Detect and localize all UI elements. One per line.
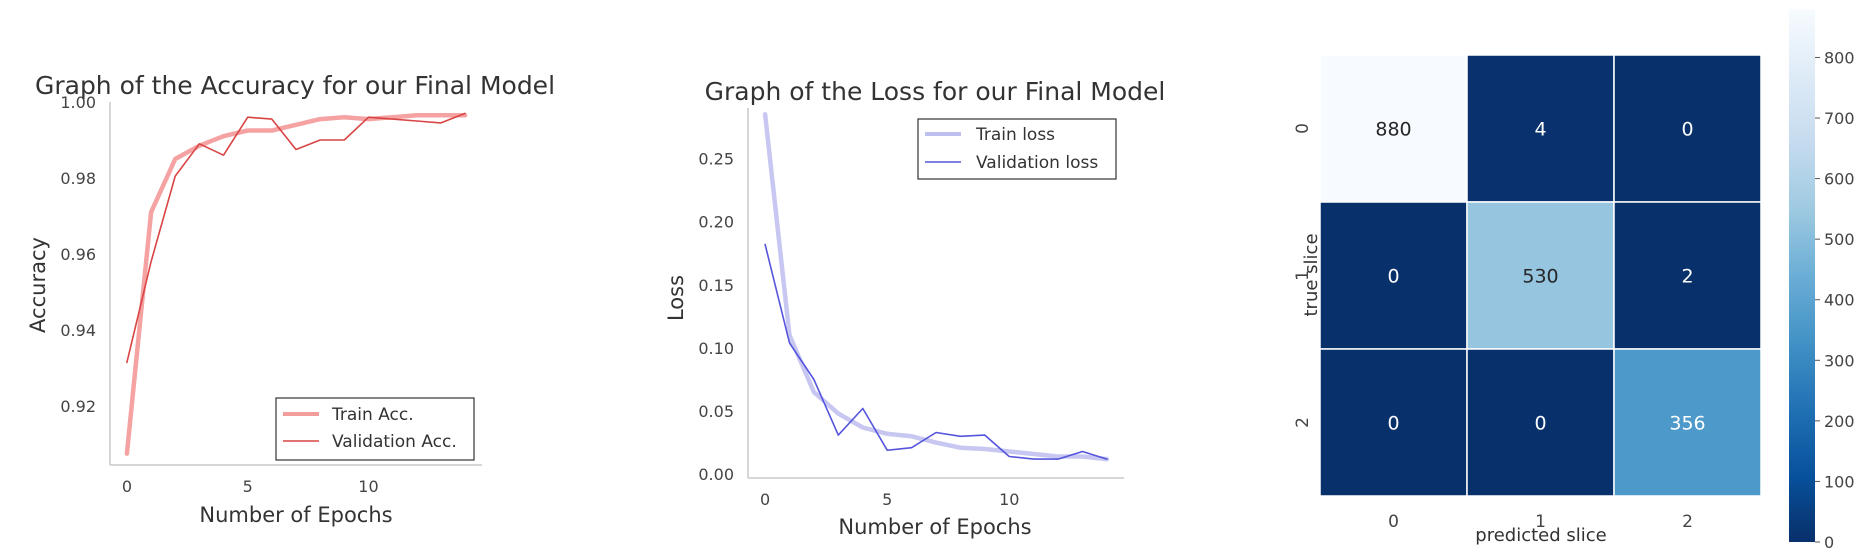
confusion-matrix-x-tick-label: 2 [1682,512,1693,532]
accuracy-series-train-line [124,113,468,456]
confusion-matrix-cell [1466,348,1615,497]
confusion-matrix-cell [1613,201,1762,350]
loss-legend: Train loss Validation loss [917,118,1117,180]
loss-legend-validation-label: Validation loss [976,153,1098,173]
confusion-matrix-x-tick-label: 1 [1535,512,1546,532]
loss-x-tick-label: 5 [882,490,892,509]
confusion-matrix-x-tick-label: 0 [1388,512,1399,532]
confusion-matrix-y-ticks: 0 1 2 [1293,123,1313,428]
accuracy-x-tick-label: 10 [358,477,378,496]
confusion-matrix-cell-value: 356 [1669,413,1705,435]
confusion-matrix-cell-value: 2 [1681,266,1693,288]
colorbar-tick-label: 700 [1824,109,1855,128]
colorbar-tick-label: 200 [1824,412,1855,431]
accuracy-x-tick-label: 0 [122,477,132,496]
loss-legend-box [917,118,1117,180]
loss-y-tick-label: 0.10 [698,339,734,358]
loss-chart: Graph of the Loss for our Final Model 0.… [664,77,1165,539]
accuracy-y-tick-label: 0.94 [60,321,96,340]
confusion-matrix-cell [1613,348,1762,497]
accuracy-x-axis-label: Number of Epochs [199,503,392,527]
accuracy-plot-area [124,112,468,456]
accuracy-chart-title: Graph of the Accuracy for our Final Mode… [35,71,555,100]
loss-x-axis-label: Number of Epochs [838,515,1031,539]
confusion-matrix-x-ticks: 0 1 2 [1388,512,1693,532]
loss-y-tick-label: 0.25 [698,150,734,169]
loss-x-tick-label: 0 [760,490,770,509]
confusion-matrix-cell-value: 0 [1387,266,1399,288]
loss-y-tick-label: 0.15 [698,276,734,295]
confusion-matrix-y-tick-label: 1 [1293,270,1313,281]
confusion-matrix-x-axis-label: predicted slice [1475,525,1606,546]
loss-legend-train-label: Train loss [975,125,1055,145]
colorbar-tick-label: 300 [1824,351,1855,370]
confusion-matrix-cell [1319,348,1468,497]
accuracy-y-axis-label: Accuracy [26,237,50,333]
accuracy-legend-validation-label: Validation Acc. [332,432,457,452]
confusion-matrix-cells: 880 4 0 0 530 2 0 0 356 [1319,54,1762,497]
accuracy-legend-train-label: Train Acc. [331,405,414,425]
loss-x-ticks: 0 5 10 [760,490,1019,509]
confusion-matrix-y-tick-label: 0 [1293,123,1313,134]
loss-y-axis-label: Loss [664,275,688,321]
confusion-matrix-y-tick-label: 2 [1293,417,1313,428]
accuracy-y-tick-label: 1.00 [60,93,96,112]
colorbar-tick-label: 0 [1824,533,1834,552]
loss-y-tick-label: 0.05 [698,402,734,421]
colorbar [1789,9,1815,542]
confusion-matrix-y-axis-label: true slice [1301,233,1322,316]
loss-series-validation-line [764,243,1108,460]
colorbar-tick-label: 100 [1824,472,1855,491]
confusion-matrix-cell-value: 880 [1375,119,1411,141]
confusion-matrix-cell-value: 0 [1387,413,1399,435]
accuracy-series-validation-line [126,112,466,364]
confusion-matrix-cell-value: 530 [1522,266,1558,288]
accuracy-x-tick-label: 5 [243,477,253,496]
colorbar-ticks: 0 100 200 300 400 500 600 700 800 [1815,48,1855,552]
accuracy-y-tick-label: 0.96 [60,245,96,264]
colorbar-tick-label: 500 [1824,230,1855,249]
confusion-matrix-cell-value: 0 [1681,119,1693,141]
accuracy-y-tick-label: 0.98 [60,169,96,188]
colorbar-tick-label: 400 [1824,291,1855,310]
confusion-matrix-cell [1466,201,1615,350]
loss-y-ticks: 0.00 0.05 0.10 0.15 0.20 0.25 [698,150,734,485]
confusion-matrix-cell [1319,54,1468,203]
loss-plot-area [762,112,1110,462]
loss-chart-title: Graph of the Loss for our Final Model [705,77,1166,106]
accuracy-y-ticks: 0.92 0.94 0.96 0.98 1.00 [60,93,96,416]
accuracy-legend: Train Acc. Validation Acc. [275,397,475,461]
accuracy-chart: Graph of the Accuracy for our Final Mode… [26,71,555,527]
loss-y-tick-label: 0.00 [698,465,734,484]
accuracy-x-ticks: 0 5 10 [122,477,379,496]
accuracy-legend-box [275,397,475,461]
colorbar-tick-label: 600 [1824,170,1855,189]
loss-x-tick-label: 10 [999,490,1019,509]
confusion-matrix-cell-value: 0 [1534,413,1546,435]
loss-y-tick-label: 0.20 [698,213,734,232]
colorbar-tick-label: 800 [1824,48,1855,67]
confusion-matrix-cell [1466,54,1615,203]
confusion-matrix-cell-value: 4 [1534,119,1546,141]
accuracy-y-tick-label: 0.92 [60,397,96,416]
